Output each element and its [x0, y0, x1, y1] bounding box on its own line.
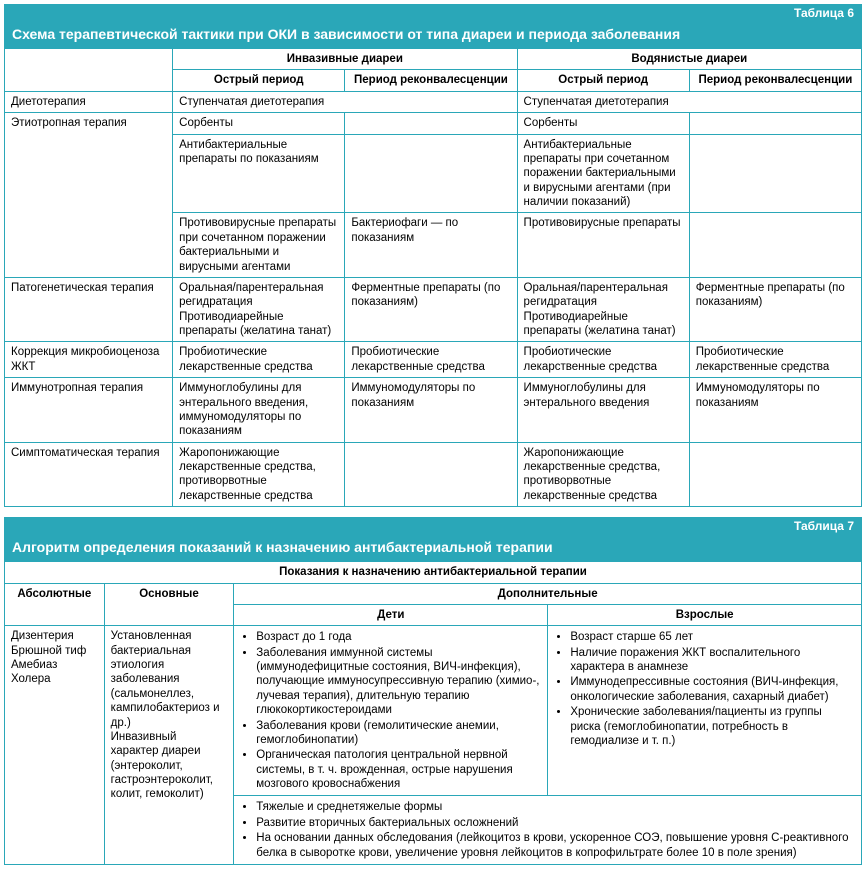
cell: Пробиотические лекарственные средства [173, 342, 345, 378]
table6-title: Схема терапевтической тактики при ОКИ в … [4, 22, 862, 48]
col-abs: Абсолютные [5, 583, 105, 626]
cell: Оральная/парентеральная регидратацияПрот… [173, 277, 345, 342]
cell [689, 113, 861, 134]
cell: Антибактериальные препараты по показания… [173, 134, 345, 213]
table7-header-row1: Абсолютные Основные Дополнительные [5, 583, 862, 604]
table6: Инвазивные диареи Водянистые диареи Остр… [4, 48, 862, 507]
table-row: Симптоматическая терапия Жаропонижающие … [5, 442, 862, 507]
table6-header-row1: Инвазивные диареи Водянистые диареи [5, 49, 862, 70]
cell: Пробиотические лекарственные средства [689, 342, 861, 378]
cell: Оральная/парентеральная регидратацияПрот… [517, 277, 689, 342]
cell-abs: ДизентерияБрюшной тифАмебиазХолера [5, 626, 105, 865]
cell [689, 213, 861, 278]
cell [345, 134, 517, 213]
list-item: Заболевания иммунной системы (иммунодефи… [256, 646, 541, 718]
table-row: Иммунотропная терапия Иммуноглобулины дл… [5, 378, 862, 443]
cell: Иммуноглобулины для энтерального введени… [173, 378, 345, 443]
cell: Иммуномодуляторы по показаниям [689, 378, 861, 443]
cell: Бактериофаги — по показаниям [345, 213, 517, 278]
list-item: Заболевания крови (гемолитические анемии… [256, 719, 541, 748]
table-row: Патогенетическая терапия Оральная/парент… [5, 277, 862, 342]
table7: Показания к назначению антибактериальной… [4, 561, 862, 865]
cell: Жаропонижающие лекарственные средства, п… [517, 442, 689, 507]
cell: Иммуномодуляторы по показаниям [345, 378, 517, 443]
table6-sub-3: Острый период [517, 70, 689, 91]
cell [345, 113, 517, 134]
table6-corner [5, 49, 173, 92]
cell-adults: Возраст старше 65 лет Наличие поражения … [548, 626, 862, 796]
list-item: На основании данных обследования (лейкоц… [256, 831, 855, 860]
cell: Противовирусные препараты при сочетанном… [173, 213, 345, 278]
cell: Ферментные препараты (по показаниям) [689, 277, 861, 342]
cell-shared: Тяжелые и среднетяжелые формы Развитие в… [234, 796, 862, 865]
table-row: Коррекция микробиоценоза ЖКТ Пробиотичес… [5, 342, 862, 378]
row-label-diet: Диетотерапия [5, 91, 173, 112]
shared-list: Тяжелые и среднетяжелые формы Развитие в… [240, 800, 855, 860]
cell: Жаропонижающие лекарственные средства, п… [173, 442, 345, 507]
table7-label: Таблица 7 [4, 517, 862, 535]
list-item: Наличие поражения ЖКТ воспалительного ха… [570, 646, 855, 675]
kids-list: Возраст до 1 года Заболевания иммунной с… [240, 630, 541, 791]
row-label-sympt: Симптоматическая терапия [5, 442, 173, 507]
list-item: Тяжелые и среднетяжелые формы [256, 800, 855, 814]
col-adults: Взрослые [548, 604, 862, 625]
cell: Антибактериальные препараты при сочетанн… [517, 134, 689, 213]
cell: Иммуноглобулины для энтерального введени… [517, 378, 689, 443]
cell: Сорбенты [173, 113, 345, 134]
table7-superheader: Показания к назначению антибактериальной… [5, 562, 862, 583]
table-row: Этиотропная терапия Сорбенты Сорбенты [5, 113, 862, 134]
adults-list: Возраст старше 65 лет Наличие поражения … [554, 630, 855, 748]
col-add: Дополнительные [234, 583, 862, 604]
table6-group-watery: Водянистые диареи [517, 49, 861, 70]
table6-sub-1: Острый период [173, 70, 345, 91]
list-item: Иммунодепрессивные состояния (ВИЧ-инфекц… [570, 675, 855, 704]
list-item: Развитие вторичных бактериальных осложне… [256, 816, 855, 830]
cell: Пробиотические лекарственные средства [517, 342, 689, 378]
list-item: Органическая патология центральной нервн… [256, 748, 541, 791]
cell: Сорбенты [517, 113, 689, 134]
table7-title: Алгоритм определения показаний к назначе… [4, 535, 862, 561]
cell: Ферментные препараты (по показаниям) [345, 277, 517, 342]
row-label-micro: Коррекция микробиоценоза ЖКТ [5, 342, 173, 378]
cell-kids: Возраст до 1 года Заболевания иммунной с… [234, 626, 548, 796]
cell [689, 134, 861, 213]
row-label-patho: Патогенетическая терапия [5, 277, 173, 342]
row-label-etio: Этиотропная терапия [5, 113, 173, 278]
table7-superheader-row: Показания к назначению антибактериальной… [5, 562, 862, 583]
col-main: Основные [104, 583, 234, 626]
list-item: Возраст старше 65 лет [570, 630, 855, 644]
list-item: Хронические заболевания/пациенты из груп… [570, 705, 855, 748]
table6-label: Таблица 6 [4, 4, 862, 22]
table6-sub-2: Период реконвалесценции [345, 70, 517, 91]
cell: Противовирусные препараты [517, 213, 689, 278]
col-kids: Дети [234, 604, 548, 625]
cell: Ступенчатая диетотерапия [173, 91, 517, 112]
cell [689, 442, 861, 507]
table-row: ДизентерияБрюшной тифАмебиазХолера Устан… [5, 626, 862, 796]
cell [345, 442, 517, 507]
list-item: Возраст до 1 года [256, 630, 541, 644]
table6-sub-4: Период реконвалесценции [689, 70, 861, 91]
cell: Ступенчатая диетотерапия [517, 91, 861, 112]
table6-group-invasive: Инвазивные диареи [173, 49, 517, 70]
cell-main: Установленная бактериальная этиология за… [104, 626, 234, 865]
cell: Пробиотические лекарственные средства [345, 342, 517, 378]
row-label-immuno: Иммунотропная терапия [5, 378, 173, 443]
table-row: Диетотерапия Ступенчатая диетотерапия Ст… [5, 91, 862, 112]
